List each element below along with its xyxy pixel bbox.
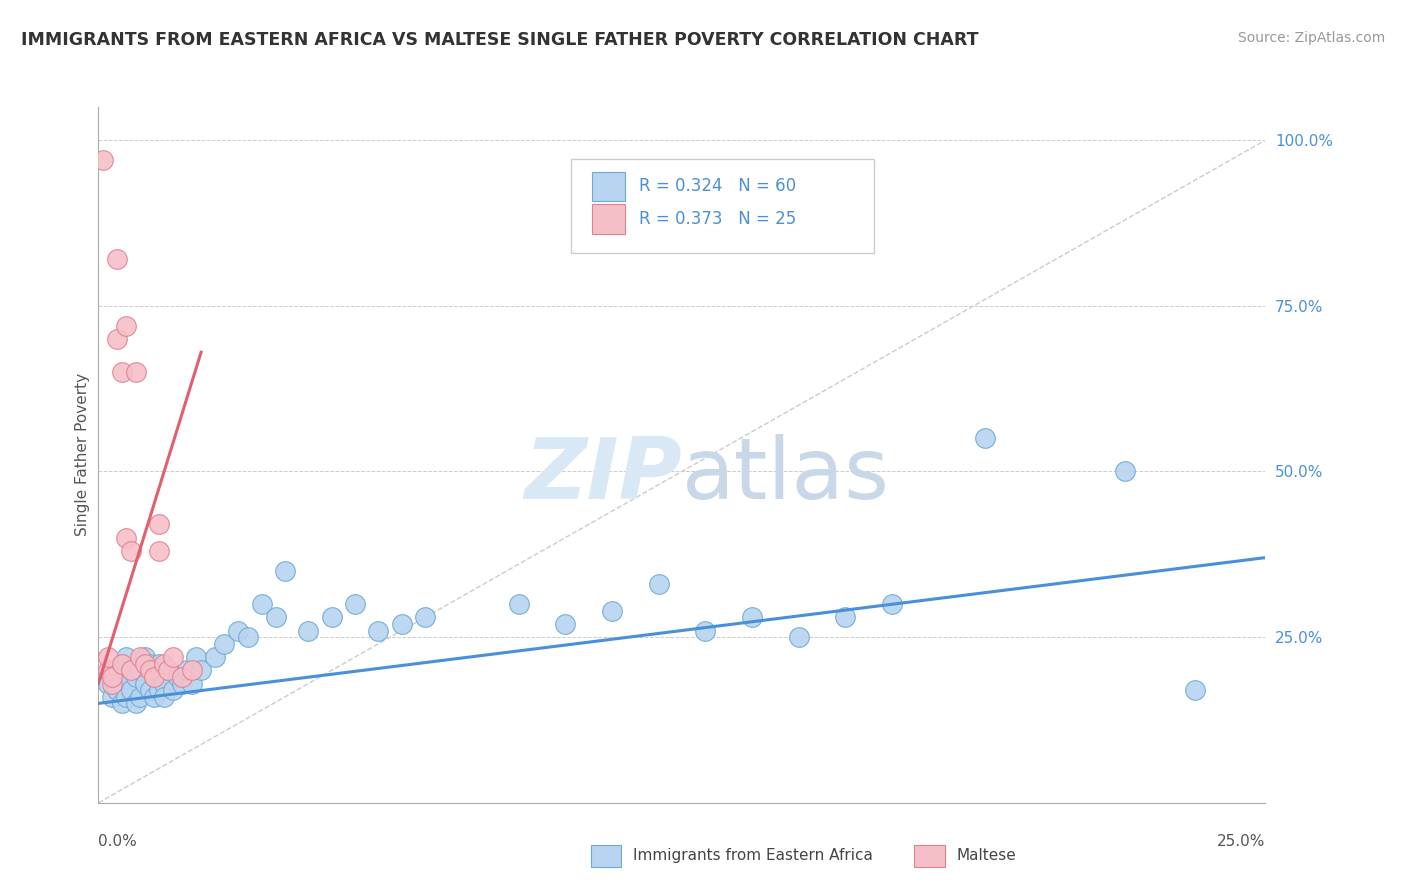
Point (105, 252, 128, 267)
Point (134, 657, 156, 671)
Point (344, 597, 367, 611)
Point (105, 683, 128, 698)
Point (600, 604, 623, 618)
Text: ZIP: ZIP (524, 434, 682, 517)
Point (129, 663, 152, 677)
Point (97, 650, 120, 665)
Point (115, 318, 138, 333)
Point (180, 676, 202, 690)
Point (148, 657, 170, 671)
Point (134, 676, 156, 690)
Point (554, 616, 576, 631)
Point (125, 365, 148, 379)
Point (125, 697, 148, 711)
Point (236, 630, 259, 644)
Point (91, 153, 114, 167)
Point (139, 657, 162, 671)
Point (157, 663, 180, 677)
Point (274, 564, 297, 578)
Point (111, 657, 134, 671)
Point (120, 683, 142, 698)
Text: Source: ZipAtlas.com: Source: ZipAtlas.com (1237, 31, 1385, 45)
Point (115, 531, 138, 545)
Point (120, 663, 142, 677)
Point (148, 683, 170, 698)
Point (125, 670, 148, 684)
Point (190, 663, 212, 677)
Text: R = 0.324   N = 60: R = 0.324 N = 60 (638, 178, 796, 195)
Point (111, 697, 134, 711)
Point (787, 630, 810, 644)
Point (508, 597, 530, 611)
Point (166, 670, 188, 684)
Point (105, 670, 128, 684)
Point (148, 517, 170, 532)
Point (101, 690, 124, 704)
Point (264, 610, 287, 624)
Point (115, 690, 138, 704)
Text: R = 0.373   N = 25: R = 0.373 N = 25 (638, 210, 796, 228)
Point (101, 676, 124, 690)
Text: Maltese: Maltese (956, 848, 1015, 863)
Point (695, 624, 717, 638)
Point (413, 610, 436, 624)
Point (228, 624, 250, 638)
Point (101, 670, 124, 684)
Text: 0.0%: 0.0% (98, 834, 138, 849)
Point (134, 650, 156, 665)
Point (176, 663, 198, 677)
FancyBboxPatch shape (592, 172, 624, 201)
Point (157, 663, 180, 677)
Point (162, 683, 184, 698)
Point (297, 624, 319, 638)
Point (115, 650, 138, 665)
Point (105, 332, 128, 346)
Point (111, 676, 134, 690)
Point (129, 650, 152, 665)
Point (139, 683, 162, 698)
Point (214, 637, 236, 651)
Point (391, 616, 413, 631)
Point (111, 657, 134, 671)
Point (129, 690, 152, 704)
Point (111, 365, 134, 379)
Point (834, 610, 856, 624)
Point (97, 663, 120, 677)
Point (139, 663, 162, 677)
Text: 25.0%: 25.0% (1218, 834, 1265, 849)
Point (172, 676, 194, 690)
FancyBboxPatch shape (592, 204, 624, 234)
Point (120, 544, 142, 558)
FancyBboxPatch shape (571, 159, 875, 253)
Point (152, 676, 174, 690)
Point (250, 597, 273, 611)
Point (115, 670, 138, 684)
Point (148, 544, 170, 558)
Text: atlas: atlas (682, 434, 890, 517)
Point (97, 676, 120, 690)
Point (152, 690, 174, 704)
Point (152, 657, 174, 671)
Text: Immigrants from Eastern Africa: Immigrants from Eastern Africa (633, 848, 873, 863)
Point (647, 577, 669, 591)
Point (172, 670, 194, 684)
Y-axis label: Single Father Poverty: Single Father Poverty (75, 374, 90, 536)
Point (143, 690, 166, 704)
Point (143, 670, 166, 684)
Point (1114, 465, 1136, 479)
Text: IMMIGRANTS FROM EASTERN AFRICA VS MALTESE SINGLE FATHER POVERTY CORRELATION CHAR: IMMIGRANTS FROM EASTERN AFRICA VS MALTES… (21, 31, 979, 49)
Point (367, 624, 389, 638)
Point (186, 650, 208, 665)
Point (101, 663, 124, 677)
Point (143, 670, 166, 684)
Point (1184, 683, 1206, 698)
Point (741, 610, 763, 624)
Point (120, 663, 142, 677)
Point (204, 650, 226, 665)
Point (321, 610, 343, 624)
Point (880, 597, 903, 611)
Point (162, 650, 184, 665)
Point (180, 663, 202, 677)
Point (974, 431, 997, 445)
